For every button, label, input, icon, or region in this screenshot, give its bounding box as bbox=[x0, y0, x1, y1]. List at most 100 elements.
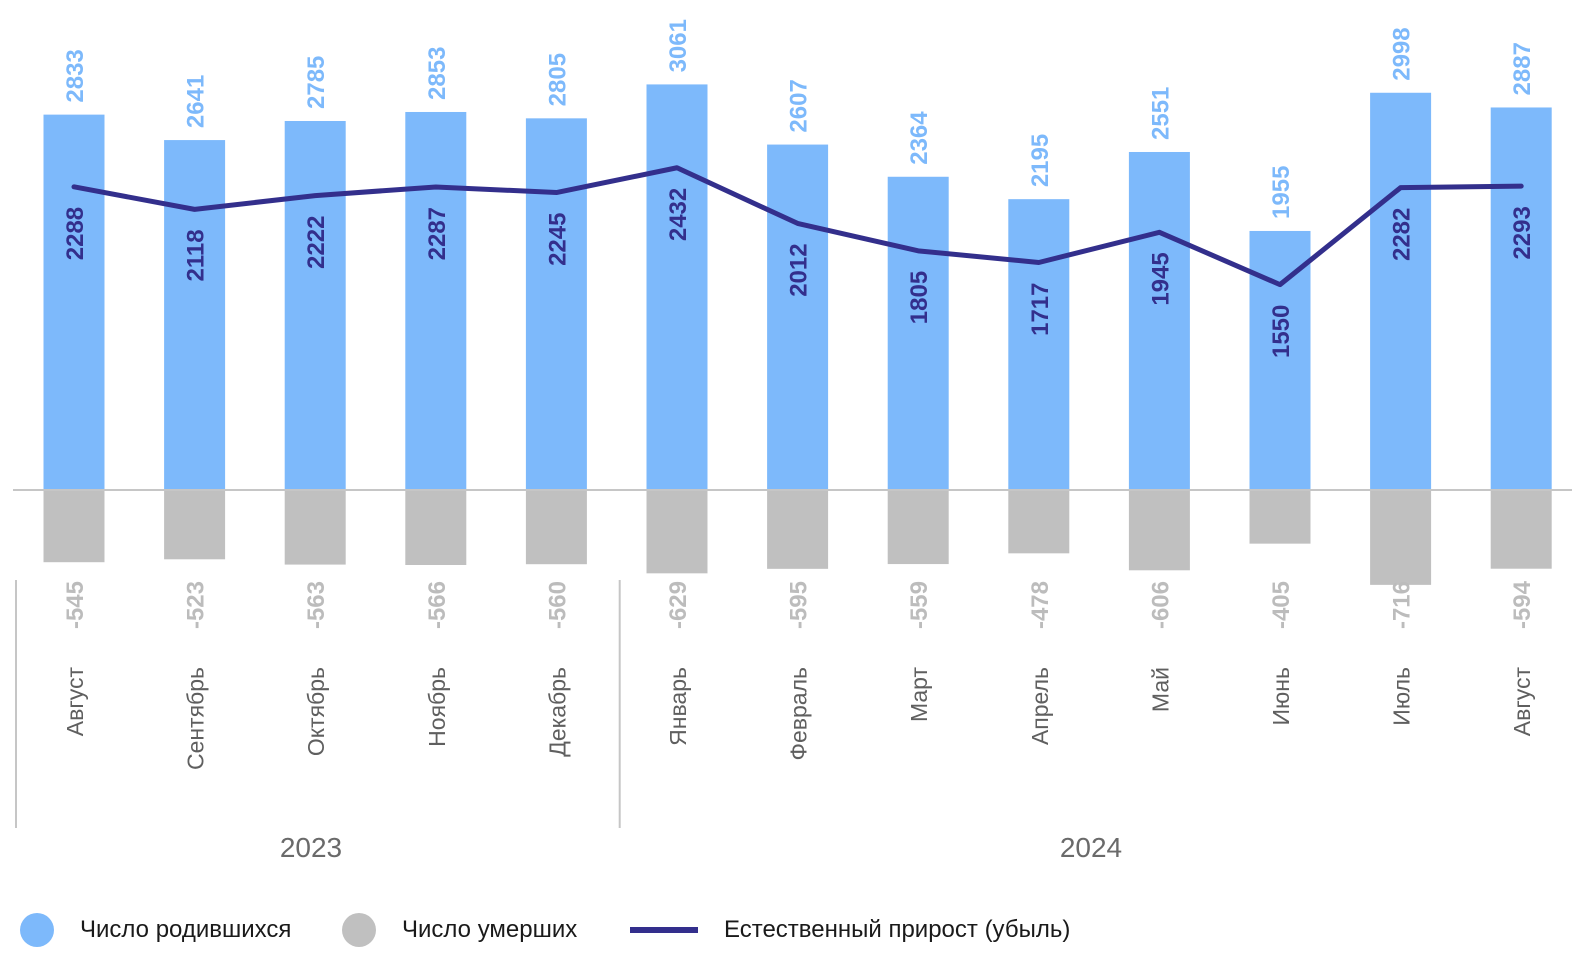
birth-value-label: 2785 bbox=[303, 56, 330, 109]
birth-value-label: 2833 bbox=[62, 49, 89, 102]
growth-value-label: 1805 bbox=[906, 271, 933, 324]
natural-growth-line bbox=[71, 165, 1524, 288]
month-label: Июль bbox=[1389, 667, 1415, 726]
births-data-labels: 2833 2641 2785 2853 2805 3061 2607 2364 2195 2551… bbox=[62, 19, 1536, 219]
month-label: Ноябрь bbox=[424, 667, 450, 747]
death-bar bbox=[164, 490, 226, 560]
year-label: 2024 bbox=[1060, 832, 1122, 863]
birth-value-label: 2607 bbox=[786, 79, 813, 132]
death-bar bbox=[1490, 490, 1552, 569]
death-value-label: -405 bbox=[1268, 581, 1295, 629]
growth-value-label: 2432 bbox=[665, 188, 692, 241]
birth-value-label: 2551 bbox=[1147, 87, 1174, 140]
birth-bar bbox=[164, 140, 226, 490]
month-label: Январь bbox=[665, 667, 691, 746]
birth-value-label: 2195 bbox=[1027, 134, 1054, 187]
death-value-label: -595 bbox=[786, 581, 813, 629]
birth-bar bbox=[1128, 151, 1190, 490]
deaths-legend-swatch bbox=[342, 913, 376, 947]
birth-value-label: 2853 bbox=[424, 47, 451, 100]
deaths-data-labels: -545 -523 -563 -566 -560 -629 -595 -559 -478 -606… bbox=[62, 580, 1536, 629]
month-label: Май bbox=[1147, 667, 1173, 712]
death-bar bbox=[284, 490, 346, 565]
growth-value-label: 2118 bbox=[183, 229, 210, 281]
death-bar bbox=[1008, 490, 1070, 554]
birth-value-label: 2998 bbox=[1389, 27, 1416, 80]
births-legend-swatch bbox=[20, 913, 54, 947]
death-value-label: -478 bbox=[1027, 581, 1054, 629]
death-bar bbox=[405, 490, 467, 565]
birth-value-label: 1955 bbox=[1268, 166, 1295, 219]
month-tick-labels: Август Сентябрь Октябрь Ноябрь Декабрь Январь… bbox=[62, 667, 1535, 771]
growth-value-label: 2293 bbox=[1509, 206, 1536, 259]
growth-value-label: 2012 bbox=[786, 243, 813, 296]
month-label: Апрель bbox=[1027, 667, 1053, 745]
month-label: Август bbox=[1509, 667, 1535, 737]
legend-item-births: Число родившихся bbox=[20, 906, 291, 954]
death-value-label: -545 bbox=[62, 581, 89, 629]
death-bar bbox=[646, 490, 708, 574]
death-bar bbox=[1370, 490, 1432, 585]
growth-value-label: 2245 bbox=[544, 213, 571, 266]
birth-bar bbox=[1008, 199, 1070, 490]
growth-value-label: 1945 bbox=[1147, 252, 1174, 305]
growth-value-label: 2288 bbox=[62, 207, 89, 260]
death-value-label: -563 bbox=[303, 581, 330, 629]
death-value-label: -629 bbox=[665, 581, 692, 629]
death-value-label: -716 bbox=[1389, 581, 1416, 629]
birth-value-label: 2641 bbox=[183, 75, 210, 128]
chart: 2833 2641 2785 2853 2805 3061 2607 2364 2195 2551… bbox=[13, 19, 1572, 863]
month-label: Октябрь bbox=[303, 667, 329, 756]
birth-value-label: 2887 bbox=[1509, 42, 1536, 95]
month-label: Июнь bbox=[1268, 667, 1294, 725]
month-label: Декабрь bbox=[544, 667, 570, 757]
death-value-label: -523 bbox=[183, 581, 210, 629]
year-group-labels: 2023 2024 bbox=[280, 832, 1122, 863]
death-value-label: -594 bbox=[1509, 580, 1536, 629]
death-bar bbox=[1249, 490, 1311, 544]
month-label: Август bbox=[62, 667, 88, 737]
growth-value-label: 1717 bbox=[1027, 282, 1054, 335]
death-value-label: -560 bbox=[544, 581, 571, 629]
month-label: Сентябрь bbox=[183, 667, 209, 770]
birth-bar bbox=[887, 176, 949, 490]
growth-data-labels: 2288 2118 2222 2287 2245 2432 2012 1805 1717 1945… bbox=[62, 188, 1536, 358]
birth-bar bbox=[284, 120, 346, 491]
birth-bar bbox=[1490, 107, 1552, 490]
growth-value-label: 2282 bbox=[1389, 208, 1416, 261]
legend-label-deaths: Число умерших bbox=[402, 916, 578, 943]
birth-value-label: 2805 bbox=[544, 53, 571, 106]
death-value-label: -606 bbox=[1147, 581, 1174, 629]
births-bars bbox=[43, 84, 1552, 491]
growth-value-label: 2222 bbox=[303, 216, 330, 269]
deaths-bars bbox=[43, 490, 1552, 585]
month-label: Март bbox=[906, 667, 932, 722]
legend-item-deaths: Число умерших bbox=[342, 906, 577, 954]
death-bar bbox=[43, 490, 105, 563]
legend: Число родившихся Число умерших Естествен… bbox=[0, 906, 1584, 954]
growth-value-label: 1550 bbox=[1268, 305, 1295, 358]
month-label: Февраль bbox=[786, 667, 812, 760]
growth-legend-swatch bbox=[630, 927, 698, 933]
death-bar bbox=[887, 490, 949, 565]
birth-value-label: 2364 bbox=[906, 111, 933, 165]
birth-bar bbox=[525, 118, 587, 491]
year-group-dividers bbox=[15, 580, 621, 828]
death-bar bbox=[1128, 490, 1190, 571]
death-bar bbox=[767, 490, 829, 569]
legend-label-growth: Естественный прирост (убыль) bbox=[724, 916, 1071, 943]
birth-bar bbox=[767, 144, 829, 490]
birth-value-label: 3061 bbox=[665, 19, 692, 72]
birth-bar bbox=[646, 84, 708, 490]
birth-bar bbox=[1370, 92, 1432, 490]
legend-item-growth: Естественный прирост (убыль) bbox=[630, 906, 1070, 954]
growth-value-label: 2287 bbox=[424, 207, 451, 260]
legend-label-births: Число родившихся bbox=[80, 916, 292, 943]
death-bar bbox=[525, 490, 587, 565]
birth-bar bbox=[405, 111, 467, 490]
growth-line bbox=[71, 165, 1524, 288]
year-label: 2023 bbox=[280, 832, 342, 863]
birth-bar bbox=[43, 114, 105, 490]
death-value-label: -559 bbox=[906, 581, 933, 629]
death-value-label: -566 bbox=[424, 581, 451, 629]
